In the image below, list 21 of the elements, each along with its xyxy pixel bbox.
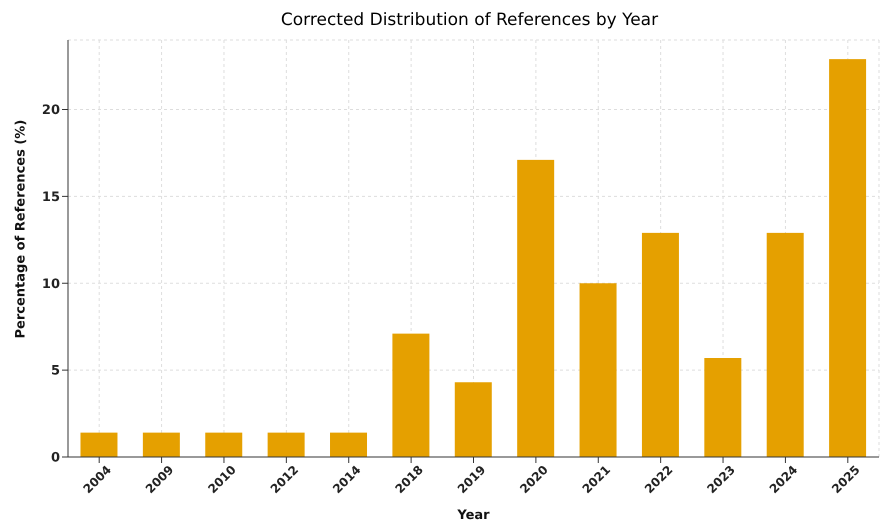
bar bbox=[205, 432, 242, 457]
bar bbox=[80, 432, 118, 457]
bar bbox=[704, 358, 742, 457]
y-tick-label: 15 bbox=[42, 190, 60, 205]
bar bbox=[330, 432, 368, 457]
bar bbox=[580, 283, 617, 457]
bar bbox=[392, 334, 430, 457]
bar bbox=[766, 232, 804, 457]
bar bbox=[454, 382, 492, 457]
bar bbox=[517, 160, 554, 457]
bar bbox=[142, 432, 180, 457]
y-tick-label: 10 bbox=[42, 276, 60, 292]
y-tick-label: 5 bbox=[50, 364, 60, 379]
bar bbox=[268, 432, 305, 457]
bar bbox=[829, 59, 866, 457]
y-tick-label: 20 bbox=[42, 103, 60, 118]
y-tick-label: 0 bbox=[50, 450, 60, 466]
bar bbox=[642, 232, 679, 457]
y-axis-title: Percentage of References (%) bbox=[14, 120, 29, 338]
x-axis-title: Year bbox=[456, 508, 490, 523]
chart-title: Corrected Distribution of References by Year bbox=[280, 9, 660, 32]
